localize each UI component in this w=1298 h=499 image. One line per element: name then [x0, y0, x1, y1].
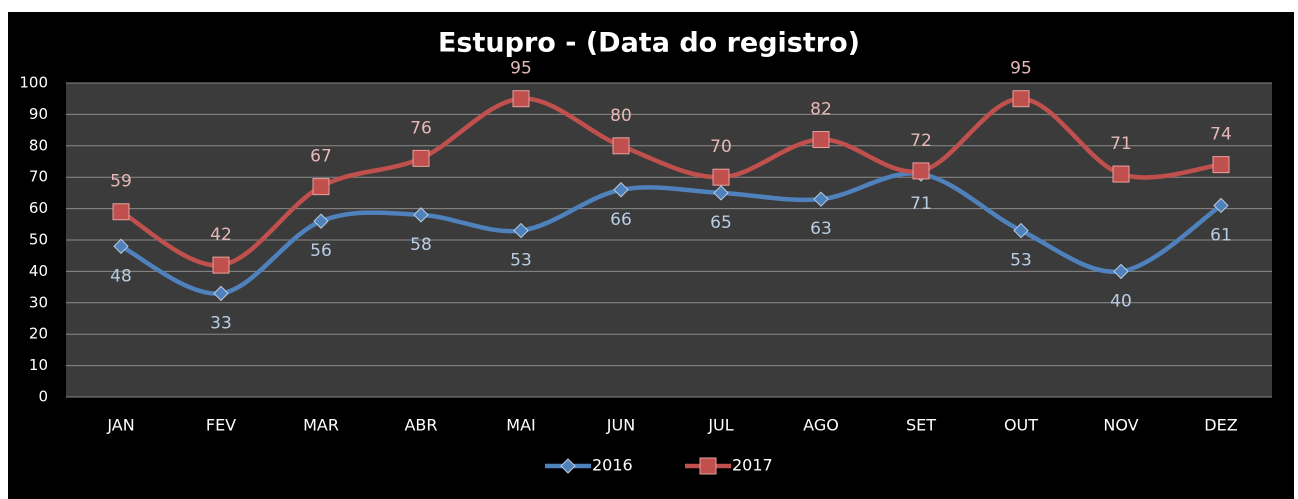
data-label: 95 [510, 59, 532, 79]
x-tick-label: FEV [206, 416, 236, 435]
data-label: 59 [110, 172, 132, 192]
data-label: 76 [410, 118, 432, 138]
y-tick-label: 80 [29, 136, 48, 154]
data-point [1213, 197, 1229, 214]
data-point [1013, 222, 1029, 239]
data-label: 65 [710, 213, 732, 233]
y-tick-label: 70 [29, 168, 48, 186]
legend-label: 2017 [732, 456, 773, 475]
x-tick-label: JUL [707, 416, 733, 435]
x-tick-label: NOV [1103, 416, 1138, 435]
data-point [812, 131, 830, 149]
x-tick-label: MAR [303, 416, 339, 435]
data-label: 53 [1010, 251, 1032, 271]
y-tick-label: 60 [29, 199, 48, 217]
x-tick-label: DEZ [1204, 416, 1237, 435]
data-label: 56 [310, 241, 332, 261]
data-label: 53 [510, 251, 532, 271]
y-tick-label: 0 [38, 388, 48, 406]
series-line [119, 171, 1223, 296]
data-label: 48 [110, 266, 132, 286]
data-label: 61 [1210, 225, 1232, 245]
data-label: 66 [610, 210, 632, 230]
x-tick-label: JUN [606, 416, 635, 435]
data-label: 74 [1210, 125, 1232, 145]
data-point [613, 182, 629, 198]
data-label: 82 [810, 100, 832, 120]
legend-marker [560, 458, 576, 474]
data-point [1112, 165, 1130, 183]
data-point [813, 191, 829, 207]
x-tick-label: JAN [106, 416, 134, 435]
x-tick-label: ABR [404, 416, 437, 435]
data-label: 40 [1110, 291, 1132, 311]
data-label: 95 [1010, 59, 1032, 79]
data-point [612, 137, 630, 155]
data-label: 42 [210, 225, 232, 245]
data-point [213, 285, 229, 302]
data-point [412, 149, 430, 167]
y-tick-label: 30 [29, 293, 48, 311]
y-tick-label: 50 [29, 231, 48, 249]
data-point [313, 213, 329, 229]
data-label: 80 [610, 106, 632, 126]
legend-label: 2016 [592, 456, 633, 475]
legend-marker [699, 457, 717, 475]
data-point [413, 207, 429, 223]
data-label: 63 [810, 219, 832, 239]
y-tick-label: 40 [29, 262, 48, 280]
data-point [1012, 90, 1030, 108]
chart-title: Estupro - (Data do registro) [438, 28, 860, 59]
data-label: 70 [710, 137, 732, 157]
data-label: 72 [910, 131, 932, 151]
data-point [712, 168, 730, 186]
y-tick-label: 10 [29, 356, 48, 374]
x-tick-label: MAI [506, 416, 535, 435]
series-line [119, 96, 1222, 268]
y-tick-label: 20 [29, 325, 48, 343]
data-point [1113, 263, 1129, 280]
x-tick-label: AGO [803, 416, 839, 435]
data-label: 71 [910, 194, 932, 214]
data-point [912, 162, 930, 180]
x-tick-label: OUT [1004, 416, 1038, 435]
data-point [512, 90, 530, 108]
y-tick-label: 100 [19, 74, 48, 92]
data-point [113, 238, 129, 254]
y-tick-label: 90 [29, 105, 48, 123]
data-point [713, 185, 729, 201]
data-label: 71 [1110, 134, 1132, 154]
data-label: 33 [210, 313, 232, 333]
data-label: 67 [310, 147, 332, 167]
data-point [112, 203, 130, 221]
data-point [513, 222, 529, 239]
data-point [1212, 156, 1230, 174]
data-point [312, 178, 330, 196]
x-tick-label: SET [906, 416, 936, 435]
data-point [212, 256, 230, 274]
data-label: 58 [410, 235, 432, 255]
